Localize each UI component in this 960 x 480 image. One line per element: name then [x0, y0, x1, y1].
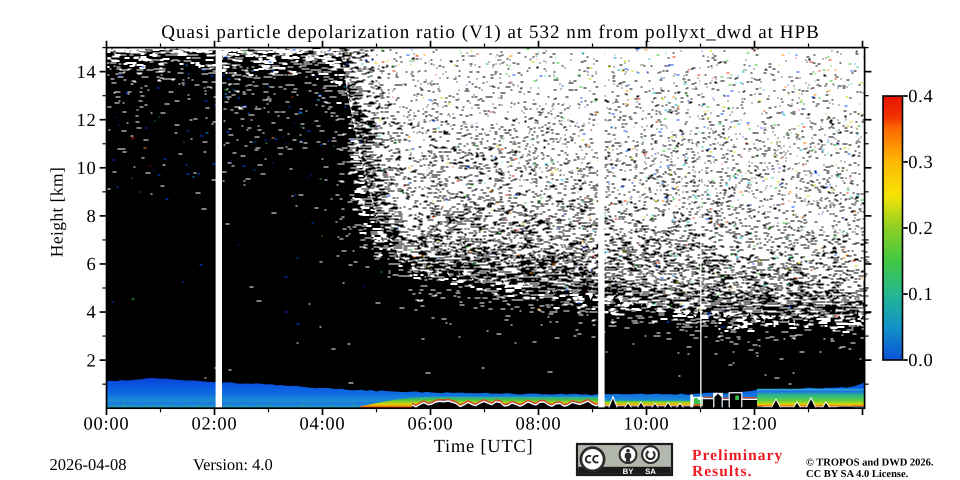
svg-text:0.0: 0.0: [908, 351, 933, 371]
svg-text:12:00: 12:00: [732, 415, 778, 435]
svg-text:0.2: 0.2: [908, 219, 933, 239]
svg-text:Preliminary: Preliminary: [692, 447, 783, 464]
svg-text:14: 14: [77, 63, 97, 83]
svg-text:02:00: 02:00: [192, 415, 238, 435]
svg-text:06:00: 06:00: [408, 415, 454, 435]
svg-text:0.3: 0.3: [908, 153, 933, 173]
svg-text:2: 2: [87, 351, 97, 371]
svg-text:SA: SA: [645, 467, 656, 476]
svg-text:12: 12: [77, 111, 97, 131]
svg-text:Version: 4.0: Version: 4.0: [193, 455, 273, 474]
svg-text:Time [UTC]: Time [UTC]: [434, 437, 534, 457]
svg-text:BY: BY: [623, 467, 635, 476]
svg-text:0.1: 0.1: [908, 285, 933, 305]
svg-text:Height [km]: Height [km]: [47, 167, 67, 257]
svg-text:© TROPOS and DWD 2026.: © TROPOS and DWD 2026.: [806, 458, 934, 469]
svg-text:04:00: 04:00: [300, 415, 346, 435]
svg-text:4: 4: [87, 303, 97, 323]
svg-text:10:00: 10:00: [624, 415, 670, 435]
svg-text:10: 10: [77, 159, 97, 179]
svg-text:6: 6: [87, 255, 97, 275]
svg-text:00:00: 00:00: [84, 415, 130, 435]
svg-text:Results.: Results.: [692, 463, 753, 480]
svg-text:8: 8: [87, 207, 97, 227]
svg-text:0.4: 0.4: [908, 87, 933, 107]
svg-text:08:00: 08:00: [516, 415, 562, 435]
svg-text:2026-04-08: 2026-04-08: [50, 455, 127, 474]
svg-text:Quasi particle depolarization: Quasi particle depolarization ratio (V1)…: [161, 22, 820, 43]
svg-text:CC BY SA 4.0 License.: CC BY SA 4.0 License.: [806, 469, 909, 480]
